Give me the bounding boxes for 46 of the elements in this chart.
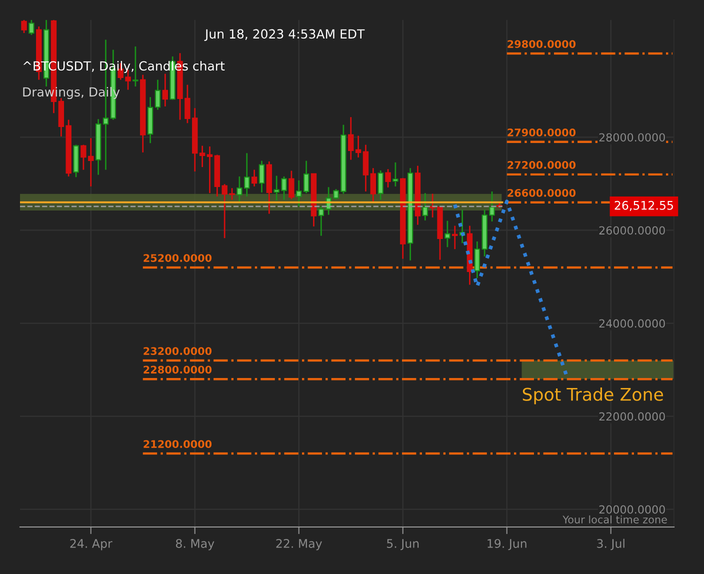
ref-line-label: 21200.0000 [144, 440, 212, 448]
candlestick [370, 167, 376, 202]
candlestick [452, 225, 458, 250]
candlestick [303, 160, 310, 194]
candlestick [288, 170, 294, 200]
annotation: Your local time zone [562, 515, 667, 524]
candlestick [348, 116, 354, 160]
y-tick-label: 20000.0000 [599, 505, 665, 514]
candlestick [362, 144, 369, 192]
candlestick [258, 160, 265, 194]
candlestick [132, 46, 138, 88]
ref-line-label: 23200.0000 [144, 347, 212, 355]
candlestick [422, 192, 428, 222]
x-tick-label: 19. Jun [488, 539, 526, 550]
candlestick [154, 79, 161, 110]
candlestick [392, 162, 398, 188]
ref-line-label: 27900.0000 [508, 128, 576, 136]
x-tick-label: 24. Apr [70, 539, 112, 550]
y-tick-label: 26000.0000 [599, 226, 665, 235]
ref-line-label: 27200.0000 [508, 161, 576, 169]
ref-line-label: 22800.0000 [144, 366, 212, 374]
candlestick [206, 146, 213, 194]
annotation: 26,512.55 [614, 200, 673, 212]
x-tick-label: 5. Jun [387, 539, 419, 550]
candlestick [162, 73, 168, 108]
candlestick [251, 169, 258, 188]
candlestick [21, 20, 27, 34]
x-tick-label: 3. Jul [597, 538, 624, 550]
candlestick [296, 180, 302, 208]
y-tick-label: 28000.0000 [599, 133, 665, 142]
candlestick [28, 20, 34, 36]
x-tick-label: 8. May [176, 539, 214, 550]
annotation: Jun 18, 2023 4:53AM EDT [204, 29, 365, 41]
candlestick [355, 135, 362, 158]
line-series [453, 200, 568, 377]
ref-line-label: 29800.0000 [508, 40, 576, 48]
candlestick [378, 170, 384, 200]
candlestick [385, 168, 391, 188]
y-tick-label: 24000.0000 [599, 319, 665, 328]
x-tick-label: 22. May [276, 539, 322, 550]
y-tick-label: 22000.0000 [599, 412, 665, 421]
candlestick [199, 145, 206, 168]
ref-line-label: 26600.0000 [508, 188, 576, 197]
band-label: Spot Trade Zone [522, 387, 664, 404]
candlestick [444, 220, 450, 248]
ref-line-label: 25200.0000 [144, 254, 212, 262]
